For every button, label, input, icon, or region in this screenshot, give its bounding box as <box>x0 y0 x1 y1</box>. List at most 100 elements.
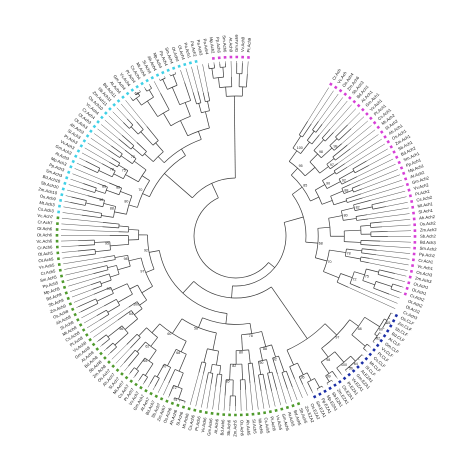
clade-marker <box>116 99 121 103</box>
tip-label: Gm.Ach9 <box>234 34 239 52</box>
tip-label: Mp.Ach5 <box>43 286 61 296</box>
clade-marker <box>115 368 120 373</box>
tip-label: Bd.Ach9 <box>46 292 63 302</box>
clade-marker <box>402 171 406 176</box>
clade-marker <box>251 412 255 416</box>
bootstrap-value: 70 <box>138 188 142 192</box>
bootstrap-value: 70 <box>328 260 332 264</box>
internal-branch <box>198 317 203 328</box>
internal-branch <box>390 288 400 293</box>
internal-branch <box>312 121 319 131</box>
clade-marker <box>210 411 214 415</box>
tip-branch <box>360 169 398 186</box>
bootstrap-value: 88 <box>344 188 348 192</box>
internal-branch <box>156 363 165 378</box>
tip-branch <box>133 376 135 379</box>
node-arc <box>325 370 333 377</box>
tip-branch <box>180 69 185 83</box>
tip-branch <box>72 173 99 184</box>
tip-label: Mp.Ach1 <box>407 163 425 174</box>
bootstrap-value: 92 <box>273 357 277 361</box>
bootstrap-value: 95 <box>299 164 303 168</box>
node-arc <box>205 100 210 103</box>
tip-branch <box>153 81 161 94</box>
internal-branch <box>292 135 302 149</box>
clade-marker <box>121 95 125 99</box>
tip-label: Ot.Ach6 <box>37 232 53 237</box>
node-arc <box>137 284 147 301</box>
tip-label: Cr.Ach1 <box>418 258 434 265</box>
internal-branch <box>251 363 256 383</box>
internal-branch <box>203 348 208 363</box>
internal-branch <box>123 122 130 129</box>
internal-branch <box>113 173 124 180</box>
internal-branch <box>145 268 155 273</box>
tip-branch <box>61 217 103 223</box>
internal-branch <box>172 318 183 334</box>
internal-branch <box>129 367 135 374</box>
internal-branch <box>123 349 136 363</box>
internal-branch <box>224 379 227 396</box>
clade-marker <box>247 56 250 59</box>
internal-branch <box>184 82 191 101</box>
clade-marker <box>71 159 75 164</box>
tip-label: Mp.Ach4 <box>152 52 164 70</box>
tip-branch <box>206 383 212 409</box>
bootstrap-value: 78 <box>347 252 351 256</box>
tip-label: Sb.Ach2 <box>420 234 437 239</box>
backbone-branch <box>233 96 236 179</box>
clade-marker <box>91 342 96 347</box>
clade-marker <box>412 252 416 256</box>
tip-branch <box>348 287 396 309</box>
node-arc <box>351 188 354 193</box>
clade-marker <box>411 264 415 268</box>
tip-branch <box>112 111 124 123</box>
internal-branch <box>85 160 100 169</box>
tip-label: Cr.Ach <box>331 67 342 81</box>
internal-branch <box>141 175 150 181</box>
internal-branch <box>202 92 206 102</box>
tip-branch <box>63 206 83 211</box>
clade-marker <box>394 155 399 159</box>
bootstrap-value: 75 <box>365 275 369 279</box>
tip-labels: Cr.AchVc.AchOs.Ach4Zm.Ach6Sb.Ach3Bd.Ach1… <box>36 34 437 437</box>
node-arc <box>299 134 303 138</box>
internal-branch <box>78 253 96 257</box>
tip-label: Sl.Ach5 <box>251 419 257 435</box>
internal-branch <box>134 308 143 316</box>
internal-branch <box>128 301 138 308</box>
tip-label: Os.Ach6 <box>162 406 173 423</box>
node-arc <box>117 162 121 168</box>
internal-branch <box>92 285 103 290</box>
bootstrap-value: 72 <box>353 277 357 281</box>
tip-label: Sl.Ach8 <box>59 319 75 330</box>
internal-branch <box>247 363 251 384</box>
tip-branch <box>119 362 125 368</box>
internal-branch <box>324 132 334 142</box>
bootstrap-value: 68 <box>176 351 180 355</box>
clade-marker <box>211 56 215 60</box>
internal-branch <box>121 134 135 146</box>
tip-branch <box>129 96 132 99</box>
node-arc <box>349 271 355 284</box>
tip-branch <box>87 142 112 159</box>
node-arc <box>281 370 287 373</box>
tip-branch <box>387 230 411 232</box>
node-arc <box>212 363 221 366</box>
node-arc <box>114 255 116 260</box>
clade-marker <box>413 229 417 232</box>
clade-marker <box>194 59 198 64</box>
clade-marker <box>88 337 92 342</box>
internal-branch <box>319 166 329 174</box>
clade-marker <box>391 319 396 323</box>
internal-branch <box>82 209 102 214</box>
clade-marker <box>56 216 60 220</box>
clade-marker <box>408 275 412 279</box>
node-arc <box>130 310 138 320</box>
tip-branch <box>341 120 369 144</box>
internal-branch <box>261 331 267 347</box>
internal-branch <box>360 240 381 242</box>
tip-label: At.Ach5 <box>287 411 296 427</box>
tip-label: Zm.CLF <box>397 321 413 333</box>
tip-branch <box>318 93 339 122</box>
